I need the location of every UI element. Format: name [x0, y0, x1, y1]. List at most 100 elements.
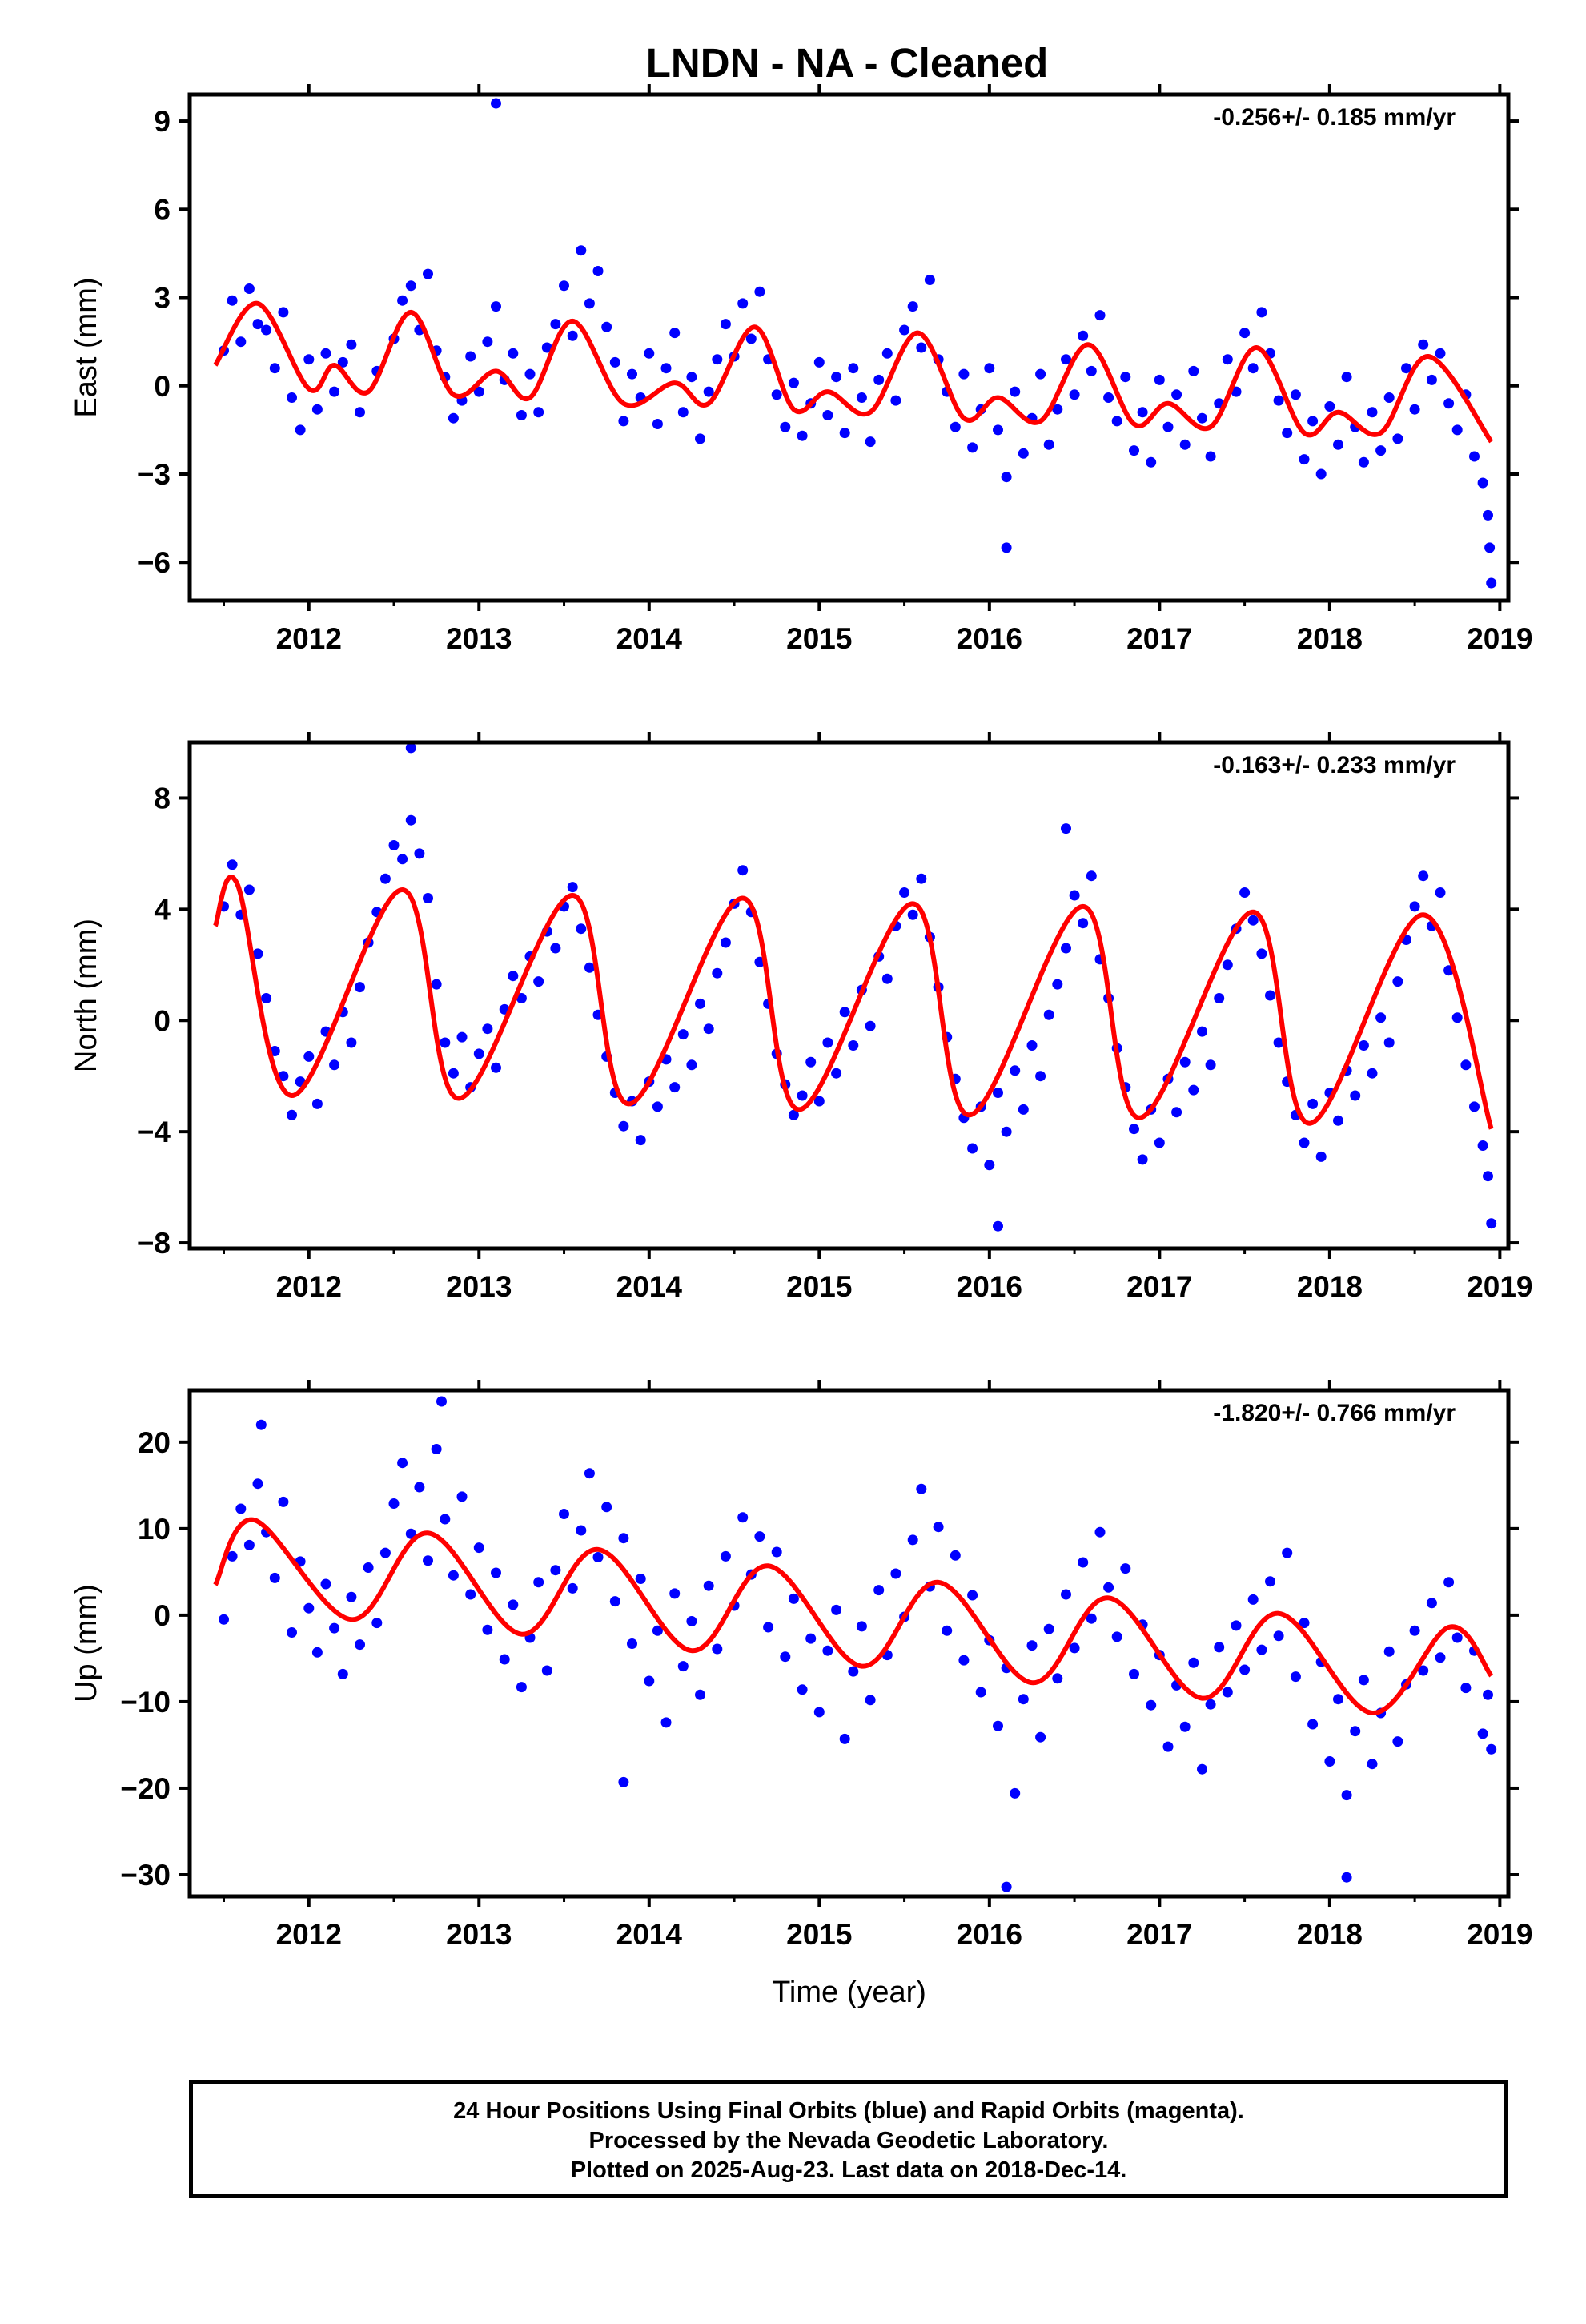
east-point	[516, 410, 527, 420]
up-xtick-label: 2018	[1297, 1918, 1363, 1951]
north-panel: 8 4 0 −4 −8 2012 2013 2014 2015 2016 2017 2018 2019 -…	[70, 732, 1533, 1303]
east-point	[1239, 328, 1251, 339]
north-point	[1469, 1101, 1480, 1112]
north-point	[346, 1037, 357, 1048]
up-point	[873, 1585, 885, 1596]
north-point	[1315, 1151, 1327, 1162]
up-point	[1409, 1625, 1420, 1636]
north-ylabel: North (mm)	[70, 919, 103, 1072]
east-point	[813, 356, 825, 368]
north-point	[788, 1109, 799, 1120]
up-point	[499, 1654, 510, 1665]
east-point	[771, 389, 782, 400]
east-model-curve	[213, 300, 1494, 444]
north-model-curve	[213, 875, 1494, 1130]
north-point	[1307, 1098, 1319, 1109]
up-point	[1120, 1563, 1131, 1574]
up-point	[813, 1707, 825, 1718]
east-point	[1435, 348, 1446, 359]
north-point	[1179, 1056, 1191, 1068]
east-ylabel: East (mm)	[70, 277, 103, 417]
up-point	[456, 1491, 468, 1502]
east-point	[788, 377, 799, 388]
up-ytick-label: 20	[138, 1426, 171, 1459]
east-point	[303, 354, 315, 365]
up-point	[508, 1599, 519, 1610]
up-point	[1265, 1576, 1275, 1587]
up-point	[635, 1574, 646, 1584]
east-point	[346, 339, 357, 350]
up-point	[491, 1567, 501, 1578]
east-point	[550, 319, 561, 330]
east-point	[686, 372, 697, 383]
east-point	[1324, 401, 1335, 412]
north-point	[984, 1160, 995, 1171]
east-point	[601, 321, 612, 332]
north-point	[1486, 1218, 1497, 1229]
east-xtick-label: 2013	[446, 622, 512, 655]
north-rate-text: -0.163+/- 0.233 mm/yr	[1213, 752, 1456, 778]
up-point	[1214, 1642, 1225, 1653]
up-point	[712, 1643, 723, 1655]
east-point	[890, 395, 901, 406]
north-point	[516, 993, 527, 1003]
east-point	[1137, 407, 1148, 418]
east-frame	[187, 92, 1511, 603]
up-point	[371, 1618, 383, 1629]
east-ytick-label: 3	[154, 282, 171, 315]
up-point	[1043, 1623, 1054, 1634]
east-point	[1205, 451, 1216, 462]
north-point	[448, 1068, 459, 1079]
east-point	[1086, 365, 1097, 376]
east-point	[1018, 448, 1029, 459]
east-point	[950, 421, 961, 432]
up-point	[388, 1498, 400, 1509]
north-point	[533, 976, 544, 987]
caption-box: 24 Hour Positions Using Final Orbits (bl…	[189, 2080, 1508, 2198]
up-point	[1282, 1547, 1293, 1558]
up-point	[1418, 1665, 1429, 1676]
north-point	[822, 1037, 833, 1048]
up-point	[576, 1525, 587, 1536]
up-point	[1383, 1646, 1395, 1657]
up-point	[303, 1602, 315, 1614]
up-point	[1477, 1728, 1488, 1739]
up-point	[1129, 1668, 1139, 1679]
north-point	[848, 1040, 859, 1051]
up-point	[414, 1482, 425, 1493]
up-point	[1061, 1589, 1071, 1600]
north-point	[473, 1048, 484, 1059]
up-point	[1307, 1719, 1319, 1730]
north-point	[1026, 1040, 1038, 1051]
north-point	[252, 948, 263, 959]
east-point	[1484, 542, 1496, 553]
east-point	[1162, 421, 1174, 432]
up-point	[1483, 1689, 1493, 1700]
up-point	[1179, 1721, 1191, 1732]
up-frame	[187, 1388, 1511, 1899]
north-xtick-label: 2019	[1467, 1270, 1532, 1303]
north-point	[261, 993, 272, 1003]
up-point	[243, 1539, 255, 1550]
up-point	[865, 1695, 876, 1706]
up-point	[1341, 1872, 1352, 1883]
east-point	[1010, 386, 1021, 397]
east-point	[1341, 372, 1352, 383]
east-point	[958, 368, 970, 380]
up-point	[839, 1733, 850, 1744]
up-point	[686, 1616, 697, 1626]
north-point	[907, 909, 918, 920]
east-point	[695, 433, 705, 444]
up-ytick-label: −20	[120, 1772, 171, 1805]
east-point	[1383, 392, 1395, 403]
up-point	[1162, 1741, 1174, 1752]
up-point	[754, 1531, 765, 1542]
up-point	[950, 1550, 961, 1561]
up-point	[219, 1614, 229, 1625]
north-point	[1035, 1071, 1046, 1082]
east-point	[1171, 389, 1182, 400]
east-ytick-label: −6	[137, 546, 171, 579]
east-point	[311, 404, 323, 415]
north-point	[227, 859, 238, 870]
east-point	[881, 348, 893, 359]
